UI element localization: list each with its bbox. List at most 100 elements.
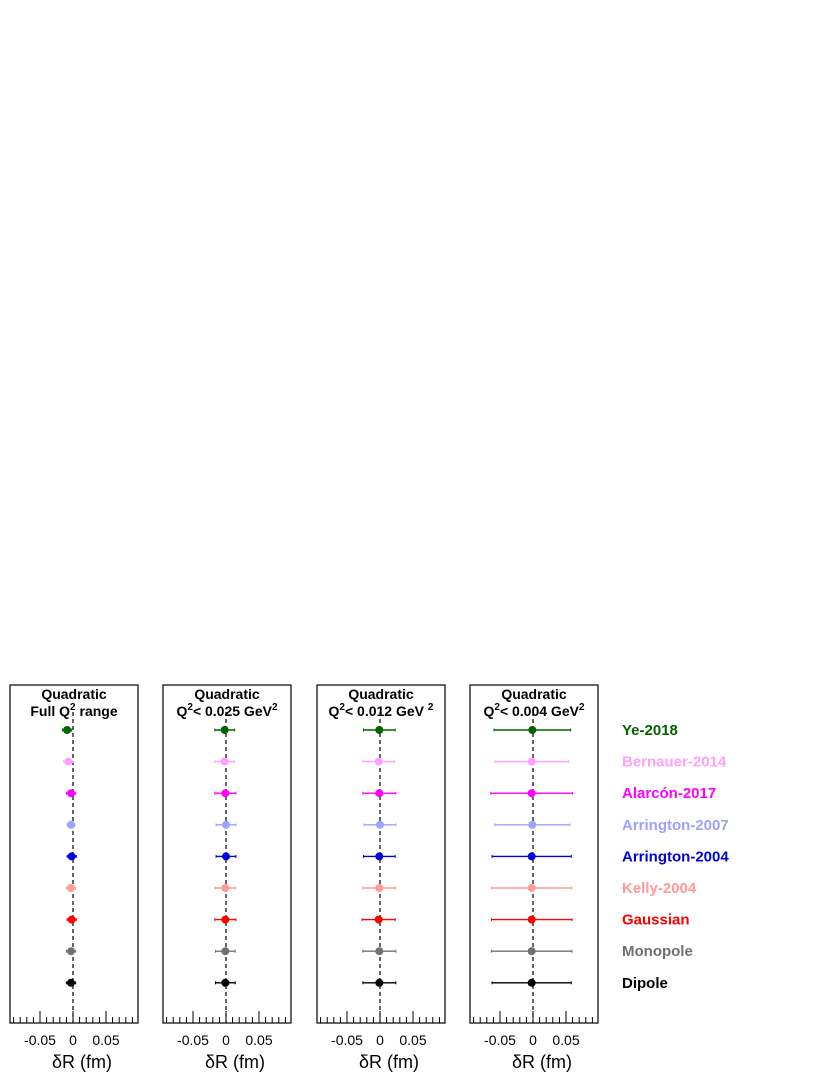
data-marker: [374, 757, 383, 766]
panel-title: Quadratic: [501, 686, 567, 702]
data-marker: [375, 947, 384, 956]
panel-subtitle: Q2< 0.012 GeV 2: [329, 702, 434, 719]
data-point-ye-2018: [214, 726, 236, 734]
data-point-gaussian: [214, 915, 237, 924]
data-point-dipole: [65, 978, 77, 987]
data-marker: [375, 978, 384, 987]
data-point-arrington-2004: [363, 852, 396, 861]
panel-title: Quadratic: [348, 686, 414, 702]
x-tick-label: 0.05: [552, 1032, 579, 1048]
data-point-arrington-2004: [491, 852, 572, 861]
data-point-alarc-n-2017: [65, 789, 77, 798]
data-point-bernauer-2014: [494, 757, 570, 766]
x-tick-label: 0.05: [399, 1032, 426, 1048]
data-point-ye-2018: [61, 726, 73, 734]
panel-subtitle: Q2< 0.004 GeV2: [483, 702, 584, 719]
data-marker: [67, 978, 76, 987]
data-marker: [221, 947, 230, 956]
x-axis-label: δR (fm): [512, 1052, 572, 1072]
x-tick-label: 0: [529, 1032, 537, 1048]
data-marker: [67, 915, 76, 924]
data-point-alarc-n-2017: [490, 789, 574, 798]
x-tick-label: -0.05: [331, 1032, 363, 1048]
legend-entry: Kelly-2004: [622, 880, 697, 897]
data-marker: [527, 757, 536, 766]
x-tick-label: 0: [69, 1032, 77, 1048]
legend: Ye-2018 Bernauer-2014 Alarcón-2017 Arringto…: [622, 722, 729, 992]
data-point-dipole: [214, 978, 236, 987]
data-point-bernauer-2014: [214, 757, 236, 766]
data-marker: [221, 978, 230, 987]
data-point-gaussian: [66, 915, 77, 924]
legend-entry: Bernauer-2014: [622, 754, 727, 771]
data-marker: [63, 726, 72, 734]
data-marker: [374, 915, 383, 924]
data-point-kelly-2004: [490, 884, 573, 892]
x-tick-label: 0.05: [245, 1032, 272, 1048]
data-marker: [221, 884, 230, 892]
data-point-arrington-2004: [215, 852, 237, 861]
data-marker: [67, 947, 76, 956]
data-point-monopole: [65, 947, 77, 956]
data-point-monopole: [490, 947, 573, 956]
data-marker: [220, 757, 229, 766]
data-marker: [221, 789, 230, 798]
legend-entry: Monopole: [622, 943, 693, 960]
x-tick-label: 0: [376, 1032, 384, 1048]
legend-entry: Alarcón-2017: [622, 785, 716, 802]
data-marker: [375, 726, 384, 734]
data-marker: [527, 978, 536, 987]
data-point-arrington-2007: [66, 820, 76, 829]
data-point-kelly-2004: [214, 884, 237, 892]
data-point-arrington-2004: [66, 852, 77, 861]
data-point-kelly-2004: [65, 884, 77, 892]
data-point-monopole: [214, 947, 236, 956]
x-axis-label: δR (fm): [359, 1052, 419, 1072]
x-axis-label: δR (fm): [52, 1052, 112, 1072]
data-marker: [222, 852, 230, 861]
data-point-dipole: [362, 978, 397, 987]
panel-title: Quadratic: [41, 686, 107, 702]
panel-title: Quadratic: [194, 686, 260, 702]
data-point-dipole: [491, 978, 572, 987]
data-marker: [375, 852, 384, 861]
data-point-ye-2018: [363, 726, 396, 734]
data-point-arrington-2007: [494, 820, 571, 829]
panel-frame: [162, 684, 292, 1024]
data-point-gaussian: [490, 915, 573, 924]
data-point-gaussian: [361, 915, 396, 924]
data-point-arrington-2007: [215, 820, 237, 829]
data-point-alarc-n-2017: [214, 789, 237, 798]
data-marker: [527, 915, 536, 924]
data-marker: [376, 820, 384, 829]
data-marker: [67, 884, 76, 892]
panel-subtitle: Full Q2 range: [30, 702, 117, 719]
data-point-ye-2018: [493, 726, 572, 734]
data-marker: [528, 726, 537, 734]
data-point-kelly-2004: [362, 884, 397, 892]
data-marker: [527, 947, 536, 956]
data-marker: [64, 757, 73, 766]
data-marker: [527, 884, 536, 892]
panel-frame: [316, 684, 446, 1024]
panel-frame: [469, 684, 599, 1024]
x-tick-label: 0: [222, 1032, 230, 1048]
data-point-monopole: [362, 947, 397, 956]
data-marker: [375, 884, 384, 892]
data-marker: [528, 820, 537, 829]
data-marker: [67, 789, 76, 798]
data-marker: [67, 820, 76, 829]
x-tick-label: -0.05: [177, 1032, 209, 1048]
data-marker: [222, 820, 230, 829]
data-point-arrington-2007: [363, 820, 397, 829]
data-point-bernauer-2014: [63, 757, 74, 766]
x-tick-label: 0.05: [92, 1032, 119, 1048]
legend-entry: Arrington-2004: [622, 848, 729, 865]
panel-subtitle: Q2< 0.025 GeV2: [176, 702, 277, 719]
x-tick-label: -0.05: [24, 1032, 56, 1048]
